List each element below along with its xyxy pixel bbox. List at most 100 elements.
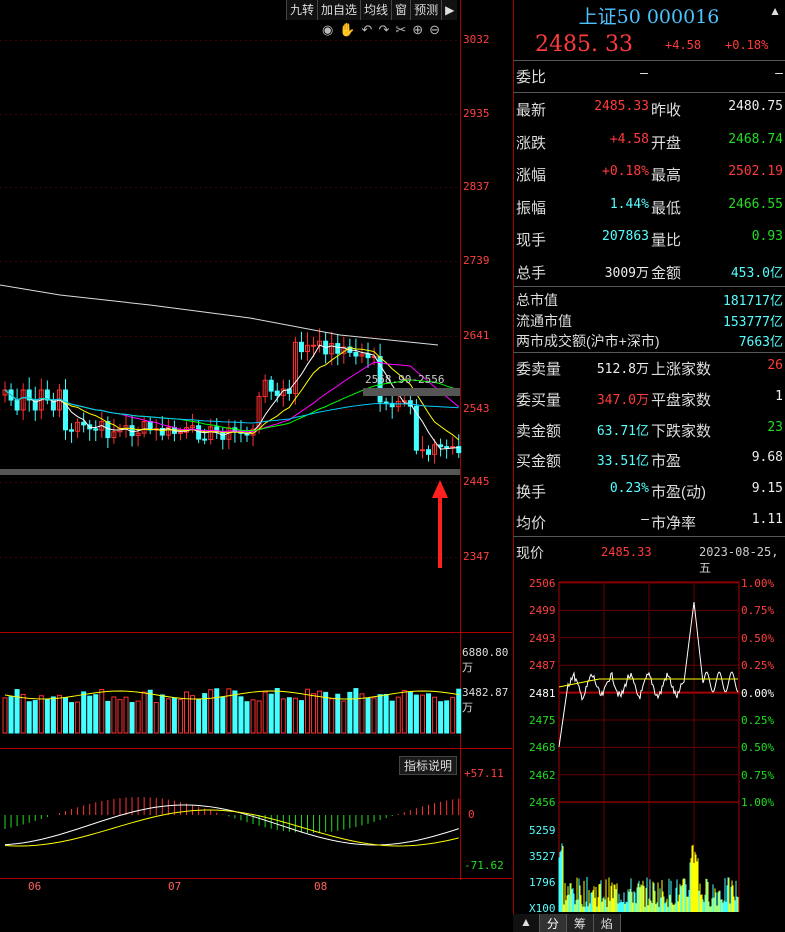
ma-readout: 2568.90-2556 [365, 373, 445, 386]
bottom-tabs: ▲ 分 筹 焰 [513, 914, 621, 932]
market-row: 两市成交额(沪市+深市) 7663亿 [513, 331, 785, 359]
candle [135, 432, 141, 437]
volume-bar [44, 698, 50, 734]
price-line: 2485. 33 +4.58 +0.18% [513, 32, 785, 57]
volume-bar [238, 696, 244, 734]
quote-row: 卖金额 63.71亿 下跌家数 23 [513, 420, 785, 448]
tab-arrow-icon[interactable]: ▲ [513, 914, 540, 932]
row-label-2: 最低 [651, 199, 682, 217]
intraday-date: 2023-08-25,五 [699, 545, 779, 575]
volume-bar [165, 698, 171, 734]
indicator-help-button[interactable]: 指标说明 [399, 756, 458, 775]
quote-row: 委卖量 512.8万 上涨家数 26 [513, 358, 785, 386]
row-value-1: – [641, 512, 649, 527]
volume-bar [2, 697, 8, 734]
tab-flame[interactable]: 焰 [593, 914, 621, 932]
volume-bar [359, 693, 365, 734]
candle [292, 341, 298, 394]
candle [141, 421, 147, 434]
volume-bar [365, 697, 371, 734]
volume-bar [93, 694, 99, 734]
volume-bar [377, 694, 383, 734]
row-label-2: 量比 [651, 232, 682, 249]
row-value-1: 1.44% [609, 196, 649, 212]
zoom-out-icon[interactable]: ⊖ [429, 22, 441, 37]
scissors-icon[interactable]: ✂ [395, 22, 407, 37]
intraday-pct-tick: 0.00% [741, 686, 775, 700]
redo-icon[interactable]: ↷ [378, 22, 390, 37]
candle [44, 389, 50, 401]
volume-bar [117, 699, 123, 734]
volume-bar [298, 700, 304, 734]
hand-icon[interactable]: ✋ [339, 22, 356, 37]
row-label-2: 市净率 [651, 515, 697, 532]
candle [365, 353, 371, 359]
chart-toolbar: 九转 加自选 均线 窗 预测 ▶ [286, 0, 458, 20]
intraday-pct-tick: 0.75% [741, 768, 775, 782]
price-tick: 2445 [463, 475, 490, 488]
kline-chart-area[interactable]: 九转 加自选 均线 窗 预测 ▶ ◉ ✋ ↶ ↷ ✂ ⊕ ⊖ 3032 2935 2… [0, 0, 512, 932]
volume-bar [383, 693, 389, 734]
forecast-button[interactable]: 预测 [410, 0, 442, 20]
volume-bar [177, 699, 183, 734]
intraday-price-tick: 2462 [529, 768, 556, 782]
intraday-pct-tick: 0.75% [741, 604, 775, 618]
row-label-1: 卖金额 [516, 422, 562, 440]
row-value-1: 2485.33 [594, 99, 649, 114]
intraday-vol-tick: 1796 [529, 876, 556, 889]
tab-chips[interactable]: 筹 [566, 914, 594, 932]
volume-bar [413, 694, 419, 734]
volume-bar [250, 699, 256, 734]
volume-bar [20, 693, 26, 734]
intraday-pct-tick: 0.50% [741, 631, 775, 645]
candle [111, 431, 117, 439]
volume-bar [75, 701, 81, 734]
candle [377, 356, 383, 403]
volume-bar [226, 688, 232, 734]
macd-tick-3: -71.62 [464, 859, 504, 872]
volume-bar [123, 696, 129, 734]
month-08: 08 [314, 880, 328, 893]
eye-icon[interactable]: ◉ [322, 22, 334, 37]
price-tick: 2935 [463, 107, 490, 120]
volume-bar [341, 700, 347, 734]
row-label-2: 开盘 [651, 134, 682, 152]
row-value-1: +4.58 [609, 131, 649, 147]
volume-bar [32, 700, 38, 734]
row-value-2: 2468.74 [728, 131, 783, 147]
zoom-in-icon[interactable]: ⊕ [412, 22, 424, 37]
volume-bar [419, 694, 425, 734]
candle [305, 344, 310, 353]
month-06: 06 [28, 880, 42, 893]
volume-bar [26, 701, 32, 734]
window-button[interactable]: 窗 [391, 0, 411, 20]
add-watchlist-button[interactable]: 加自选 [317, 0, 361, 20]
quote-row: 涨跌 +4.58 开盘 2468.74 [513, 132, 785, 160]
candle [401, 400, 407, 403]
row-value-2: 1 [775, 388, 783, 404]
undo-icon[interactable]: ↶ [361, 22, 373, 37]
intraday-chart[interactable] [513, 572, 785, 912]
volume-bar [456, 688, 462, 734]
candle [81, 421, 87, 426]
volume-bar [8, 696, 14, 734]
volume-bar [353, 688, 359, 734]
volume-bar [371, 697, 377, 734]
collapse-arrow-icon[interactable]: ▶ [441, 0, 458, 20]
intraday-price-tick: 2481 [529, 686, 556, 700]
tab-minute[interactable]: 分 [539, 914, 567, 932]
volume-bar [81, 691, 87, 734]
candle [419, 449, 425, 452]
caret-up-icon[interactable]: ▲ [769, 4, 781, 18]
candle [335, 343, 341, 354]
volume-bar [105, 700, 111, 734]
volume-bar [305, 688, 310, 734]
volume-bar [153, 702, 159, 734]
volume-bar [50, 696, 56, 734]
annotation-arrow [432, 480, 448, 568]
row-value-1: +0.18% [602, 164, 649, 179]
row-label-2: 市盈 [651, 453, 682, 471]
ma-button[interactable]: 均线 [360, 0, 392, 20]
intraday-label: 现价 [516, 545, 544, 561]
jiuzhuan-button[interactable]: 九转 [286, 0, 318, 20]
